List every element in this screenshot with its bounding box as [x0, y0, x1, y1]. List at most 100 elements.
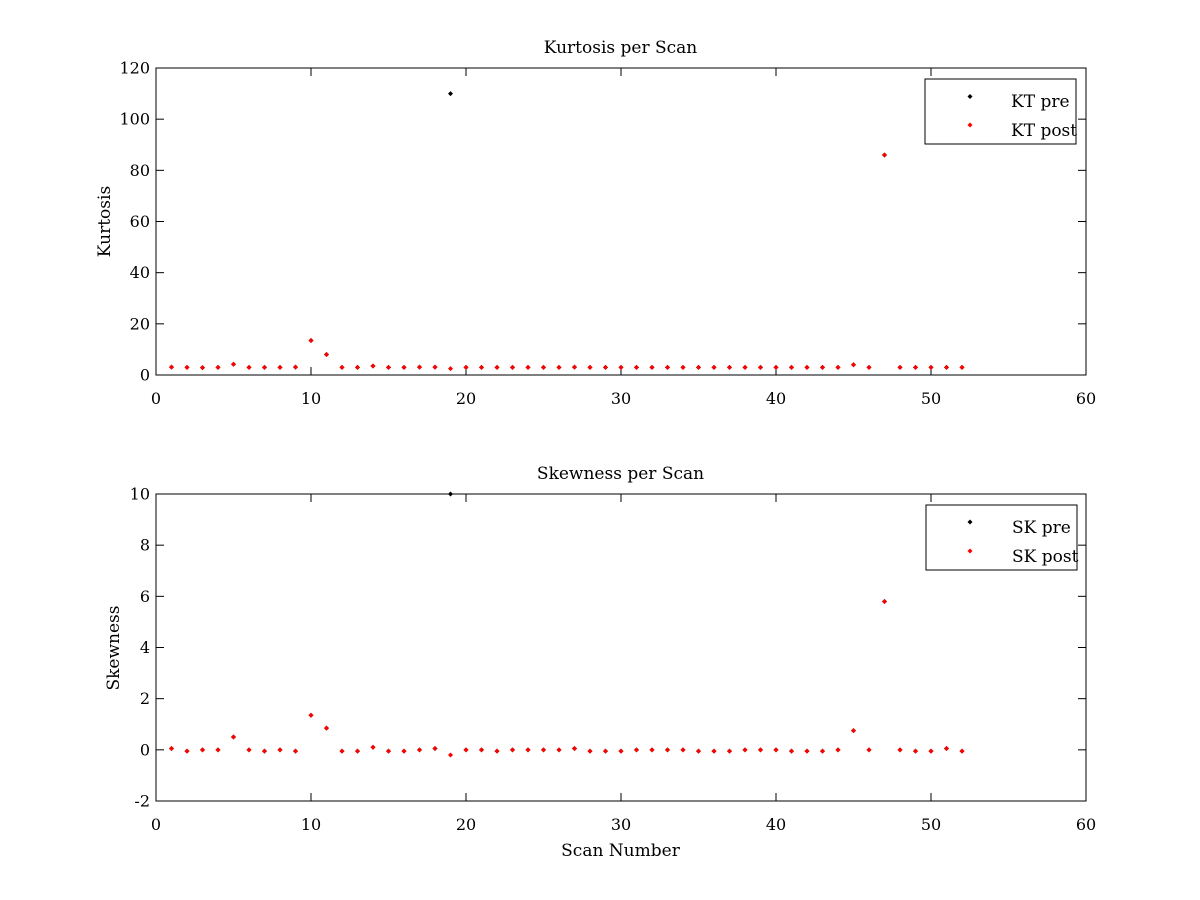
data-point: [293, 748, 298, 754]
data-point: [618, 748, 624, 754]
kurtosis-legend-marker-pre: [967, 94, 973, 99]
data-point: [897, 747, 903, 753]
data-point: [386, 748, 391, 754]
y-tick-label: -2: [134, 792, 150, 811]
x-tick-label: 20: [456, 815, 476, 834]
data-point: [851, 728, 856, 734]
y-tick-label: 120: [119, 59, 150, 78]
data-point: [463, 747, 469, 753]
kurtosis-legend-label-post: KT post: [1011, 121, 1077, 141]
data-point: [928, 364, 934, 370]
data-point: [448, 91, 453, 97]
data-point: [355, 748, 360, 754]
data-point: [649, 364, 655, 370]
data-point: [417, 364, 422, 370]
data-point: [758, 364, 763, 370]
y-tick-label: 40: [130, 263, 150, 282]
data-point: [959, 748, 965, 754]
data-point: [246, 747, 252, 753]
data-point: [184, 364, 190, 370]
data-point: [355, 364, 360, 370]
skewness-legend-box: [925, 504, 1078, 571]
y-tick-label: 6: [140, 587, 150, 606]
data-point: [169, 746, 174, 752]
skewness-data-points: [169, 491, 965, 758]
y-tick-label: 4: [140, 638, 150, 657]
data-point: [680, 747, 686, 753]
skewness-legend-marker-pre: [967, 519, 973, 525]
x-tick-label: 60: [1076, 389, 1096, 408]
data-point: [308, 337, 314, 343]
y-tick-label: 100: [119, 110, 150, 129]
skewness-y-axis-label: Skewness: [104, 605, 124, 690]
data-point: [665, 364, 670, 370]
data-point: [401, 748, 407, 754]
y-tick-label: 0: [140, 740, 150, 759]
data-point: [820, 748, 825, 754]
data-point: [448, 752, 453, 758]
data-point: [603, 364, 608, 370]
data-point: [494, 364, 500, 370]
data-point: [742, 364, 748, 370]
y-tick-label: 8: [140, 536, 150, 555]
data-point: [479, 364, 484, 370]
data-point: [231, 734, 236, 740]
data-point: [370, 363, 376, 369]
data-point: [448, 366, 453, 372]
skewness-legend-label-pre: SK pre: [1012, 518, 1071, 538]
data-point: [634, 364, 639, 370]
skewness-chart-title: Skewness per Scan: [537, 464, 704, 484]
data-point: [711, 748, 717, 754]
data-point: [944, 746, 949, 752]
data-point: [897, 364, 903, 370]
data-point: [727, 364, 732, 370]
skewness-x-axis-label: Scan Number: [561, 841, 681, 861]
x-tick-label: 40: [766, 389, 786, 408]
data-point: [184, 748, 190, 754]
kurtosis-legend-label-pre: KT pre: [1011, 92, 1070, 112]
x-tick-label: 10: [301, 389, 321, 408]
data-point: [417, 747, 422, 753]
data-point: [215, 747, 221, 753]
skewness-series-post: [169, 598, 965, 758]
x-tick-label: 30: [611, 389, 631, 408]
data-point: [696, 748, 701, 754]
y-tick-label: 0: [140, 366, 150, 385]
data-point: [572, 364, 577, 370]
data-point: [463, 364, 469, 370]
x-tick-label: 0: [151, 815, 161, 834]
data-point: [556, 747, 562, 753]
y-tick-label: 2: [140, 689, 150, 708]
data-point: [293, 364, 298, 370]
data-point: [401, 364, 407, 370]
skewness-legend-label-post: SK post: [1012, 547, 1079, 567]
data-point: [572, 746, 577, 752]
x-tick-label: 10: [301, 815, 321, 834]
x-tick-label: 40: [766, 815, 786, 834]
data-point: [200, 365, 205, 371]
data-point: [324, 725, 329, 731]
data-point: [680, 364, 686, 370]
kurtosis-legend-marker-post: [967, 122, 973, 128]
data-point: [804, 748, 810, 754]
skewness-legend-marker-post: [967, 548, 973, 554]
data-point: [587, 748, 593, 754]
x-tick-label: 20: [456, 389, 476, 408]
data-point: [742, 747, 748, 753]
kurtosis-y-axis-label: Kurtosis: [95, 186, 115, 257]
data-point: [200, 747, 205, 753]
data-point: [370, 744, 376, 750]
data-point: [851, 362, 856, 368]
data-point: [820, 364, 825, 370]
x-tick-label: 30: [611, 815, 631, 834]
data-point: [882, 598, 887, 604]
data-point: [246, 364, 252, 370]
data-point: [758, 747, 763, 753]
data-point: [525, 747, 531, 753]
data-point: [634, 747, 639, 753]
data-point: [804, 364, 810, 370]
x-tick-label: 60: [1076, 815, 1096, 834]
x-tick-label: 0: [151, 389, 161, 408]
x-tick-label: 50: [921, 815, 941, 834]
